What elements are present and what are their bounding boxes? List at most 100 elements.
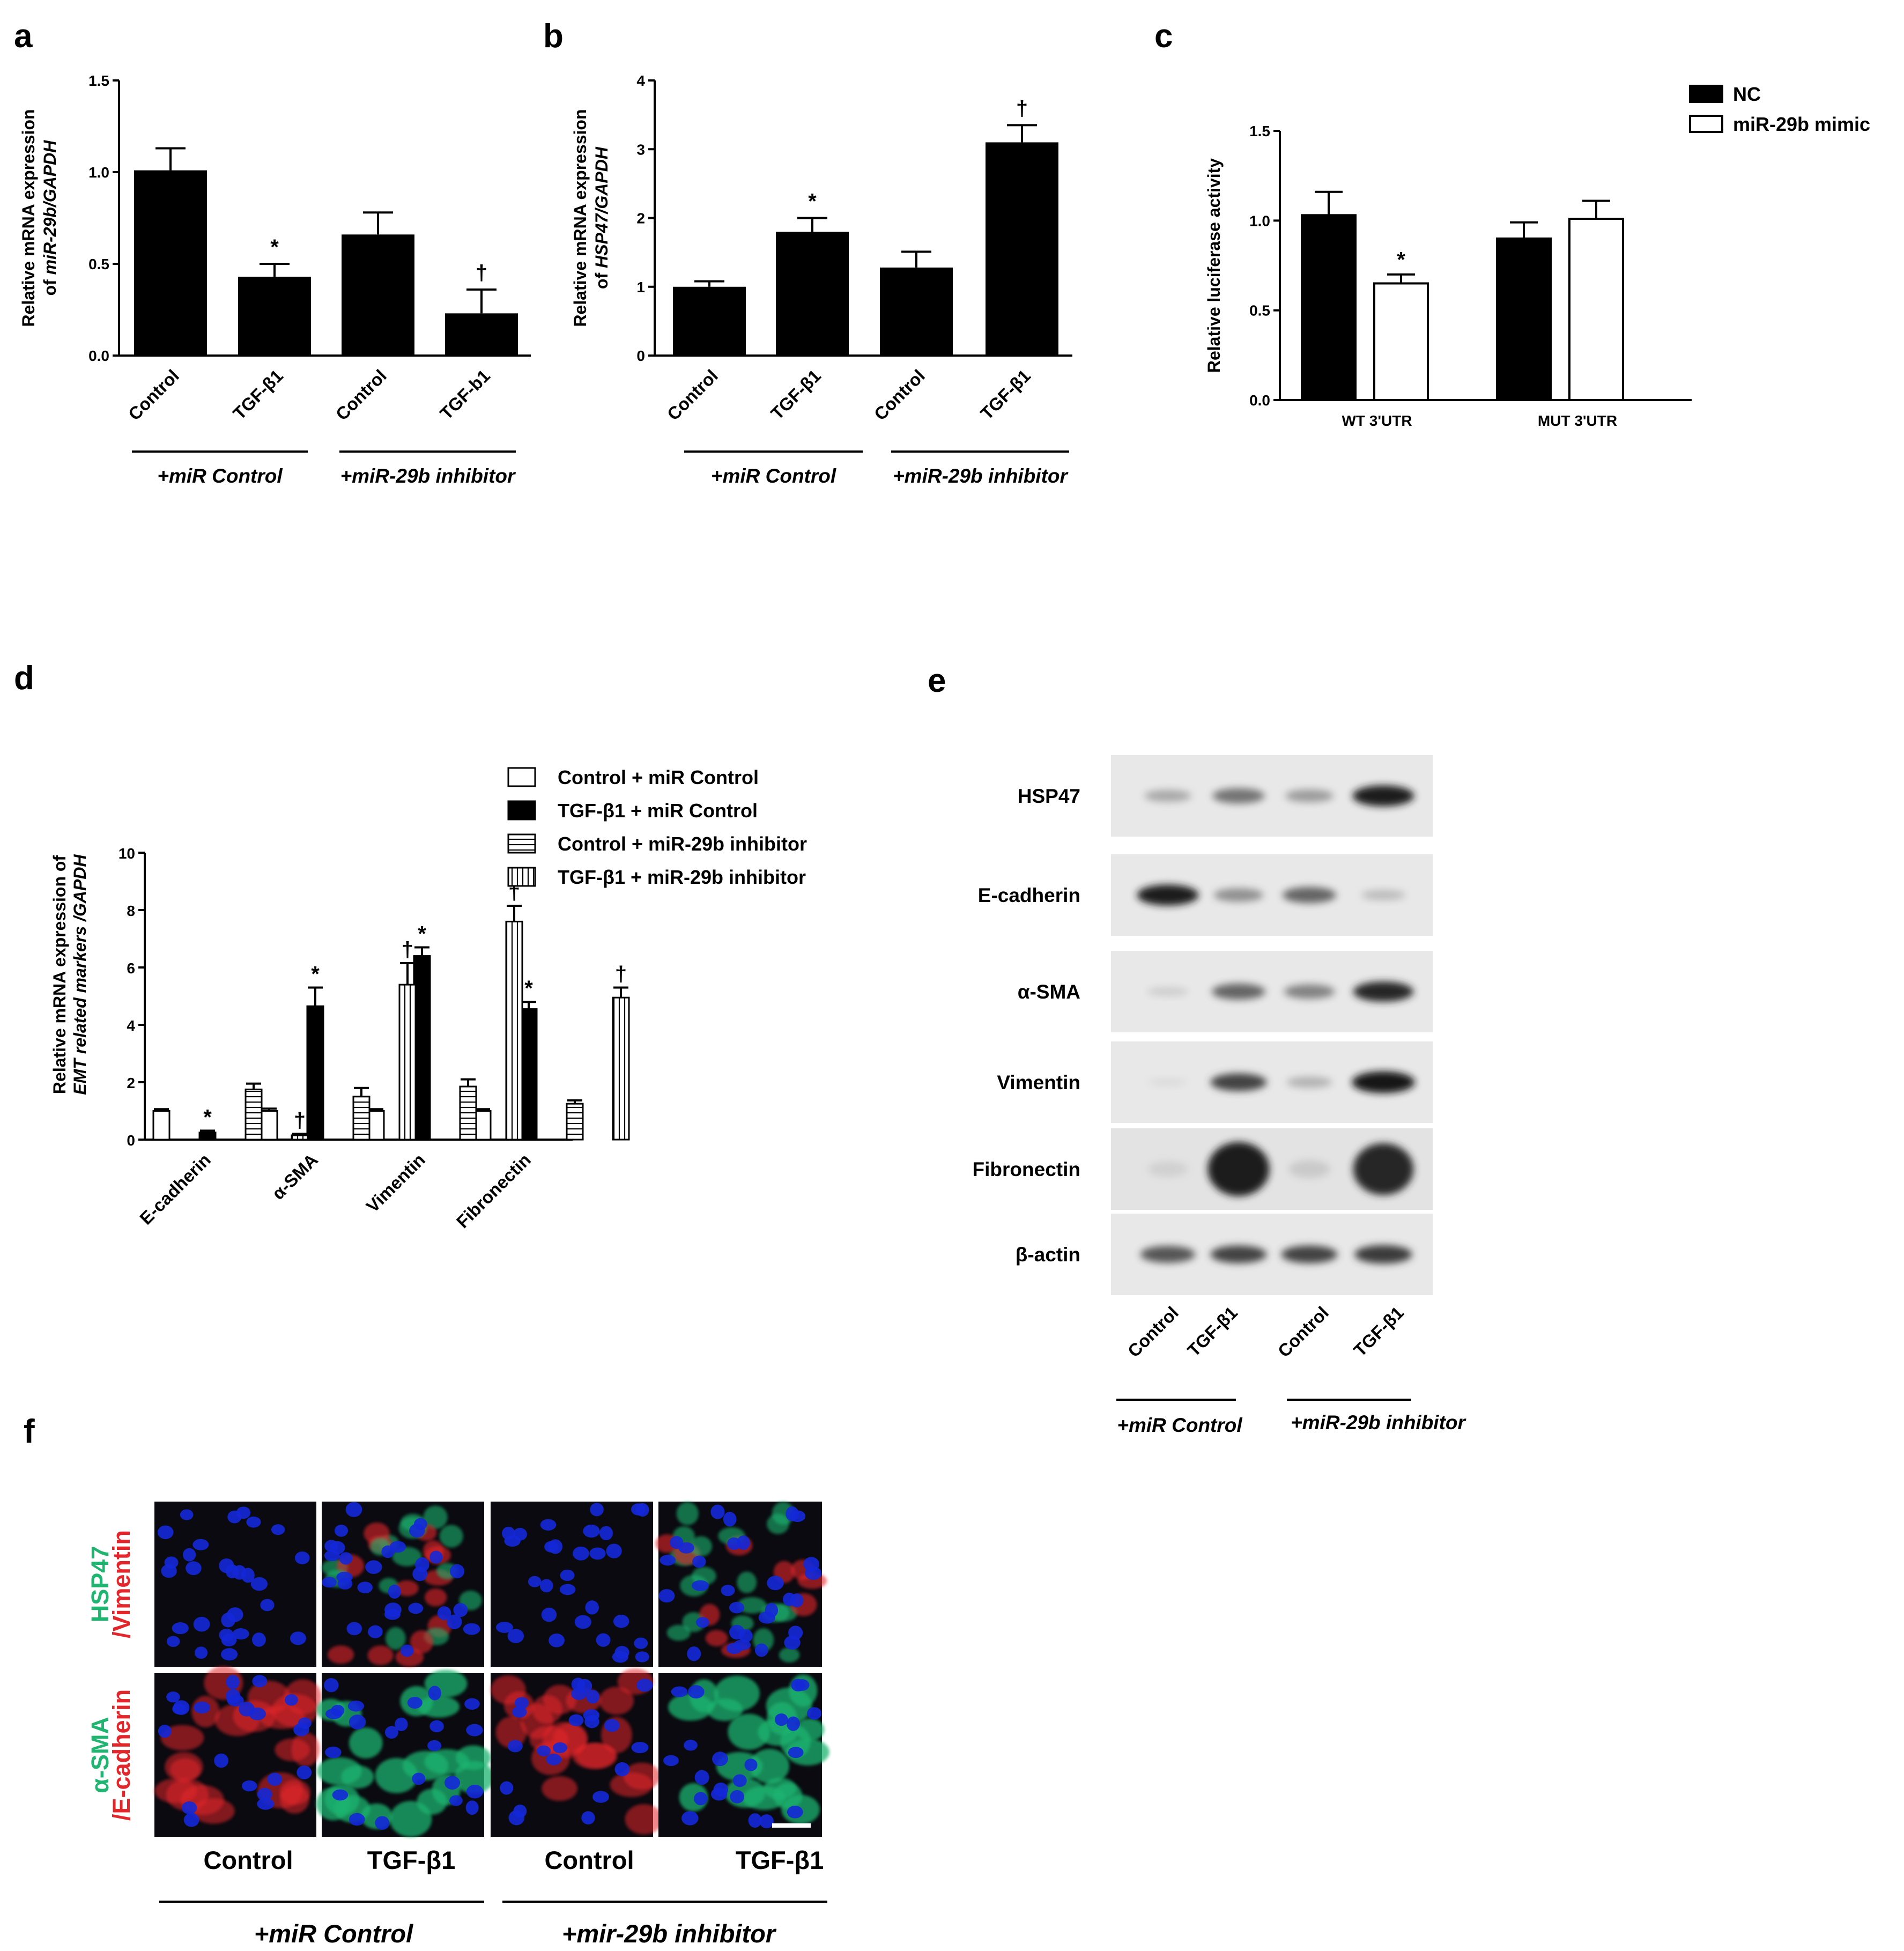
if-cytoplasm — [495, 1716, 527, 1748]
if-nucleus — [246, 1516, 261, 1528]
panel-letter-b: b — [543, 18, 564, 55]
x-tick-label: Control — [663, 366, 722, 424]
y-axis-label: Relative luciferase activity — [1204, 158, 1224, 373]
if-nucleus — [375, 1816, 390, 1830]
if-row-label: HSP47 — [86, 1546, 114, 1623]
if-cytoplasm — [599, 1687, 634, 1715]
bar — [413, 955, 431, 1141]
if-nucleus — [634, 1637, 648, 1649]
panel-letter-a: a — [14, 18, 33, 55]
if-row-label-red: /Vimentin — [108, 1530, 135, 1638]
blot-column-label: TGF-β1 — [1183, 1303, 1241, 1361]
blot-band — [1210, 1245, 1267, 1263]
if-nucleus — [226, 1675, 240, 1689]
immunofluorescence-panel: HSP47/Vimentin α-SMA/E-cadherin Control TGF… — [86, 1502, 829, 1948]
if-nucleus — [345, 1502, 362, 1517]
if-cytoplasm — [385, 1627, 406, 1650]
western-blot-panel: HSP47 E-cadherin α-SMA Vimentin Fibronectin β… — [973, 755, 1467, 1436]
bar — [880, 267, 953, 356]
significance-mark: † — [402, 938, 413, 962]
if-nucleus — [573, 1546, 589, 1561]
if-cytoplasm — [423, 1505, 448, 1529]
x-tick-label: TGF-β1 — [976, 366, 1034, 424]
blot-column-label: TGF-β1 — [1350, 1303, 1407, 1361]
x-tick-label: TGF-β1 — [767, 366, 825, 424]
y-axis-label-italic: miR-29b/GAPDH — [40, 140, 60, 275]
y-axis-label-line2: of HSP47/GAPDH — [592, 146, 611, 289]
if-nucleus — [172, 1622, 189, 1635]
if-nucleus — [193, 1616, 210, 1632]
if-nucleus — [347, 1701, 365, 1712]
if-nucleus — [325, 1708, 343, 1719]
if-nucleus — [388, 1584, 401, 1599]
blot-band — [1281, 1245, 1338, 1263]
if-nucleus — [732, 1774, 747, 1787]
blot-band — [1352, 1071, 1415, 1093]
if-cytoplasm — [750, 1748, 790, 1784]
x-tick-label: TGF-β1 — [229, 366, 287, 424]
if-nucleus — [250, 1577, 268, 1591]
bar — [134, 170, 207, 356]
if-nucleus — [540, 1519, 557, 1531]
if-column-label: TGF-β1 — [367, 1846, 455, 1874]
if-nucleus — [427, 1740, 442, 1752]
if-nucleus — [606, 1543, 622, 1558]
if-cytoplasm — [690, 1536, 713, 1557]
if-nucleus — [712, 1752, 728, 1767]
significance-mark: * — [203, 1105, 212, 1129]
if-nucleus — [681, 1811, 699, 1826]
if-nucleus — [293, 1723, 309, 1736]
blot-band — [1285, 789, 1333, 802]
if-nucleus — [500, 1781, 514, 1795]
if-cytoplasm — [395, 1580, 419, 1597]
if-nucleus — [447, 1614, 462, 1629]
if-cytoplasm — [676, 1502, 699, 1526]
if-nucleus — [514, 1697, 529, 1709]
y-tick-label: 0 — [127, 1132, 135, 1149]
if-nucleus — [166, 1636, 180, 1647]
blot-band — [1137, 884, 1199, 906]
y-tick-label: 6 — [127, 960, 135, 977]
if-cytoplasm — [575, 1742, 616, 1768]
legend-label: Control + miR-29b inhibitor — [558, 833, 807, 855]
significance-mark: * — [1397, 248, 1405, 272]
chart-panel-c: 0.0 0.5 1.0 1.5 * WT 3'UTR MUT 3'UTR Relative l… — [1204, 83, 1870, 429]
if-nucleus — [504, 1535, 521, 1547]
y-tick-label: 0.5 — [88, 256, 109, 272]
y-tick-label: 1.5 — [1249, 123, 1270, 139]
significance-mark: † — [294, 1108, 306, 1132]
x-tick-label: TGF-b1 — [436, 366, 494, 424]
if-nucleus — [787, 1806, 803, 1819]
if-nucleus — [537, 1745, 551, 1756]
if-nucleus — [239, 1702, 255, 1717]
significance-mark: † — [476, 261, 487, 285]
x-tick-label: α-SMA — [268, 1150, 322, 1203]
if-nucleus — [744, 1758, 758, 1771]
if-nucleus — [409, 1524, 425, 1538]
if-nucleus — [180, 1509, 194, 1520]
x-tick-label: Vimentin — [362, 1150, 429, 1216]
group-label: +miR Control — [711, 465, 836, 487]
if-cytoplasm — [543, 1684, 576, 1714]
x-tick-label: Control — [332, 366, 390, 424]
bar — [566, 1103, 584, 1141]
legend-label: NC — [1733, 83, 1761, 105]
if-column-label: Control — [203, 1846, 293, 1874]
y-axis-label: Relative mRNA expression of — [50, 855, 69, 1095]
if-nucleus — [804, 1566, 822, 1580]
if-nucleus — [549, 1634, 565, 1647]
y-tick-label: 1 — [636, 279, 645, 295]
if-cytoplasm — [714, 1675, 760, 1711]
if-nucleus — [400, 1644, 414, 1657]
blot-band — [1210, 1073, 1267, 1091]
if-nucleus — [182, 1801, 197, 1815]
chart-panel-a: 0.0 0.5 1.0 1.5 Control * TGF-β1 Control † TGF-b1… — [19, 72, 531, 487]
panel-letter-c: c — [1154, 18, 1173, 55]
if-nucleus — [173, 1700, 190, 1715]
if-cytoplasm — [291, 1732, 320, 1767]
if-nucleus — [585, 1600, 599, 1615]
if-nucleus — [408, 1602, 424, 1614]
if-nucleus — [671, 1686, 688, 1697]
if-nucleus — [164, 1556, 179, 1569]
if-nucleus — [710, 1504, 725, 1519]
